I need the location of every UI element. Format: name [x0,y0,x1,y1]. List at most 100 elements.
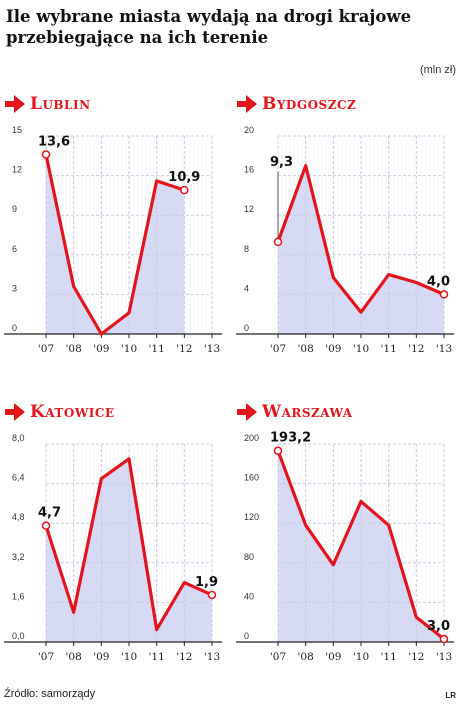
x-tick-label: '12 [408,343,424,355]
city-header: Bydgoszcz [236,92,356,116]
x-tick-label: '09 [325,651,341,663]
chart-title: Ile wybrane miasta wydają na drogi krajo… [6,7,412,47]
x-tick-label: '07 [270,343,286,355]
y-tick-label: 0 [244,323,249,333]
data-point [180,185,189,195]
series-line [276,164,445,314]
x-tick-label: '08 [298,651,314,663]
data-point [41,150,51,159]
y-tick-label: 40 [244,591,254,601]
chart-group: 0 4 8 12 16 20 '07 '08 '09 '10 '11 '12 '13 9,3 4,0 [236,125,454,355]
x-tick-label: '07 [38,343,54,355]
y-tick-label: 6,4 [12,473,25,483]
x-tick-label: '10 [121,651,137,663]
data-label: 10,9 [168,170,200,185]
chart-group: 0 40 80 120 160 200 '07 '08 '09 '10 '11 '12 '13 193,2… [236,431,454,663]
y-tick-label: 160 [244,473,259,483]
x-tick-label: '09 [93,343,109,355]
area-fill [46,154,185,334]
city-header: Lublin [4,92,91,116]
data-point [207,590,217,600]
series-line [276,450,445,641]
x-tick-label: '13 [436,651,452,663]
x-tick-label: '10 [353,651,369,663]
right-arrow-icon [237,95,257,113]
x-tick-label: '08 [66,343,82,355]
y-tick-label: 20 [244,125,254,135]
city-name: Katowice [30,402,115,422]
y-tick-label: 0 [244,631,249,641]
x-tick-label: '13 [436,343,452,355]
x-tick-label: '07 [270,651,286,663]
panel-bydgoszcz: Bydgoszcz 0 4 8 12 16 20 '07 '08 '09 '10 '11 '12 '13… [236,92,456,376]
series-line [44,457,213,632]
source-note: Źródło: samorządy [4,688,96,700]
chart-warszawa: 0 40 80 120 160 200 '07 '08 '09 '10 '11 '12 '13 193,2… [236,431,454,663]
y-tick-label: 12 [244,204,254,214]
x-tick-label: '12 [176,651,192,663]
y-tick-label: 8,0 [12,433,25,443]
data-point [273,446,283,455]
x-tick-label: '12 [408,651,424,663]
y-tick-label: 3 [12,283,17,293]
chart-group: 0 3 6 9 12 15 '07 '08 '09 '10 '11 '12 '13 13,6 10,9 [4,125,222,355]
data-point [41,521,51,530]
data-label: 193,2 [270,431,311,446]
y-tick-label: 1,6 [12,591,25,601]
data-label: 9,3 [270,155,293,170]
city-name: Lublin [30,94,91,114]
x-tick-label: '11 [149,343,165,355]
y-tick-label: 0,0 [12,631,25,641]
data-label: 3,0 [427,619,450,634]
credit-mark: LR [445,691,456,700]
city-name: Warszawa [262,402,353,422]
chart-group: 0,0 1,6 3,2 4,8 6,4 8,0 '07 '08 '09 '10 '11 '12 '13 4… [4,433,222,663]
x-tick-label: '12 [176,343,192,355]
chart-bydgoszcz: 0 4 8 12 16 20 '07 '08 '09 '10 '11 '12 '13 9,3 4,0 [236,125,454,355]
x-tick-label: '11 [381,651,397,663]
data-label: 1,9 [195,575,218,590]
data-point [273,237,283,247]
data-point [439,290,449,299]
x-tick-label: '11 [149,651,165,663]
x-tick-label: '09 [325,343,341,355]
y-tick-label: 15 [12,125,22,135]
y-tick-label: 12 [12,165,22,175]
data-label: 13,6 [38,134,70,149]
panel-katowice: Katowice 0,0 1,6 3,2 4,8 6,4 8,0 '07 '08 '09 '10 '… [4,400,224,684]
panel-warszawa: Warszawa 0 40 80 120 160 200 '07 '08 '09 '10 '11 '1… [236,400,456,684]
x-tick-label: '11 [381,343,397,355]
x-tick-label: '07 [38,651,54,663]
y-tick-label: 8 [244,244,249,254]
city-header: Warszawa [236,400,353,424]
city-name: Bydgoszcz [262,94,357,114]
panel-lublin: Lublin 0 3 6 9 12 15 '07 '08 '09 '10 '11 '12 '13 13,6… [4,92,224,376]
x-tick-label: '10 [353,343,369,355]
y-tick-label: 0 [12,323,17,333]
right-arrow-icon [5,95,25,113]
x-tick-label: '10 [121,343,137,355]
chart-lublin: 0 3 6 9 12 15 '07 '08 '09 '10 '11 '12 '13 13,6 10,9 [4,125,222,355]
y-tick-label: 9 [12,204,17,214]
y-tick-label: 4 [244,283,249,293]
chart-katowice: 0,0 1,6 3,2 4,8 6,4 8,0 '07 '08 '09 '10 '11 '12 '13 4… [4,433,222,663]
unit-label: (mln zł) [419,64,456,76]
x-tick-label: '13 [204,651,220,663]
y-tick-label: 6 [12,244,17,254]
city-header: Katowice [4,400,115,424]
data-label: 4,7 [38,506,61,521]
y-tick-label: 4,8 [12,512,25,522]
x-tick-label: '13 [204,343,220,355]
y-tick-label: 3,2 [12,552,25,562]
y-tick-label: 16 [244,165,254,175]
series-line [44,154,185,336]
x-tick-label: '08 [66,651,82,663]
right-arrow-icon [5,403,25,421]
x-tick-label: '09 [93,651,109,663]
x-tick-label: '08 [298,343,314,355]
data-point [439,634,449,644]
y-tick-label: 200 [244,433,259,443]
y-tick-label: 80 [244,552,254,562]
data-label: 4,0 [427,274,450,289]
y-tick-label: 120 [244,512,259,522]
